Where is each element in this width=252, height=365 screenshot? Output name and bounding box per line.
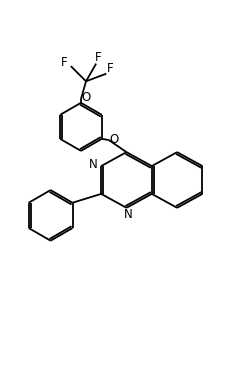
Text: F: F bbox=[61, 56, 68, 69]
Text: N: N bbox=[123, 208, 132, 220]
Text: F: F bbox=[95, 51, 102, 64]
Text: N: N bbox=[89, 158, 98, 171]
Text: O: O bbox=[81, 91, 90, 104]
Text: F: F bbox=[106, 62, 113, 75]
Text: O: O bbox=[109, 134, 118, 146]
